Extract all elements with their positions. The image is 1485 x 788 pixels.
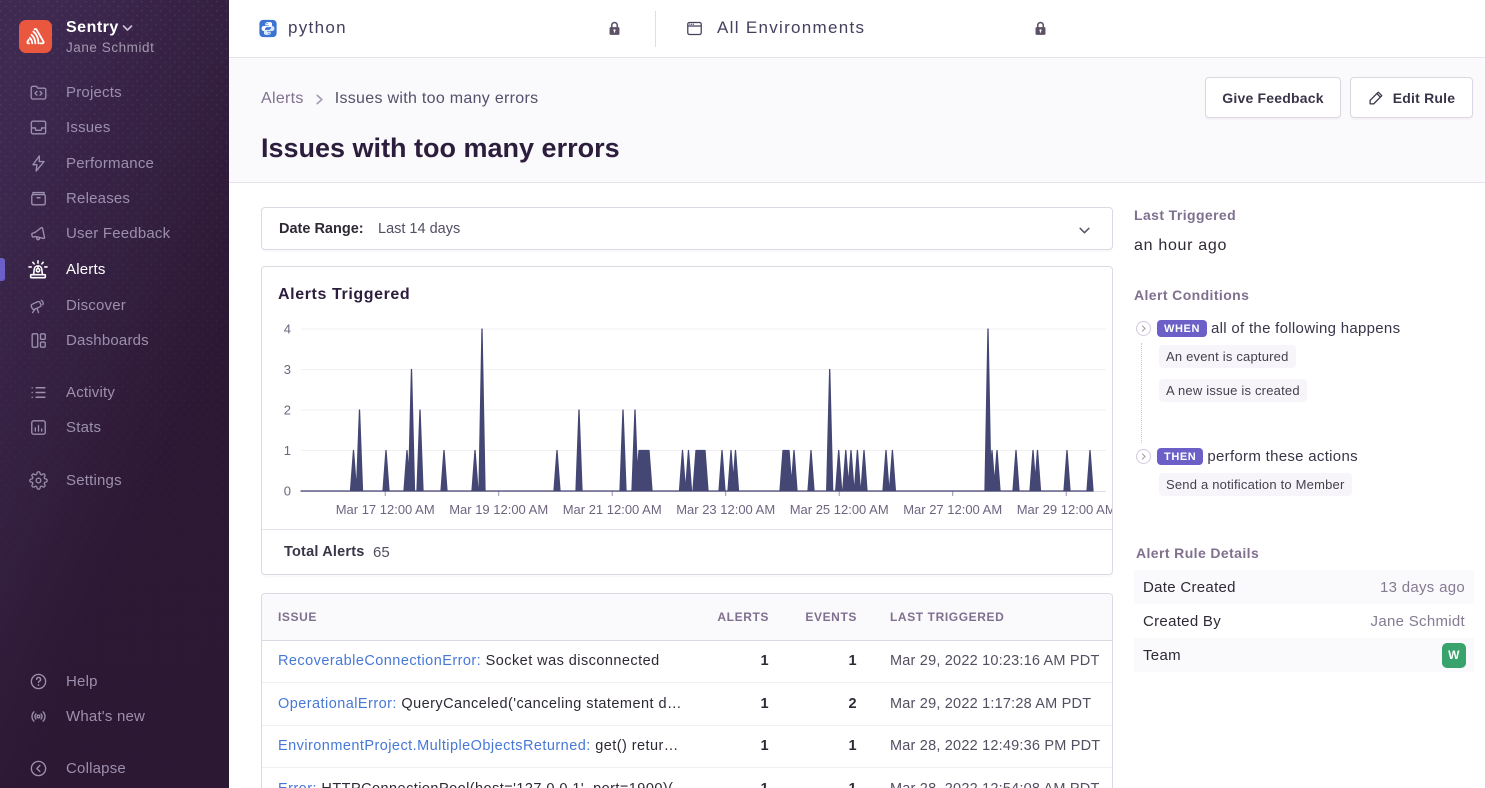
svg-text:2: 2 [284, 403, 291, 418]
svg-text:Mar 27 12:00 AM: Mar 27 12:00 AM [903, 502, 1002, 517]
svg-text:4: 4 [284, 322, 291, 337]
svg-text:0: 0 [284, 484, 291, 499]
svg-text:Mar 29 12:00 AM: Mar 29 12:00 AM [1017, 502, 1112, 517]
svg-text:3: 3 [284, 362, 291, 377]
svg-text:Mar 21 12:00 AM: Mar 21 12:00 AM [563, 502, 662, 517]
svg-text:Mar 17 12:00 AM: Mar 17 12:00 AM [336, 502, 435, 517]
svg-text:Mar 25 12:00 AM: Mar 25 12:00 AM [790, 502, 889, 517]
svg-text:Mar 19 12:00 AM: Mar 19 12:00 AM [449, 502, 548, 517]
svg-text:1: 1 [284, 443, 291, 458]
svg-text:Mar 23 12:00 AM: Mar 23 12:00 AM [676, 502, 775, 517]
